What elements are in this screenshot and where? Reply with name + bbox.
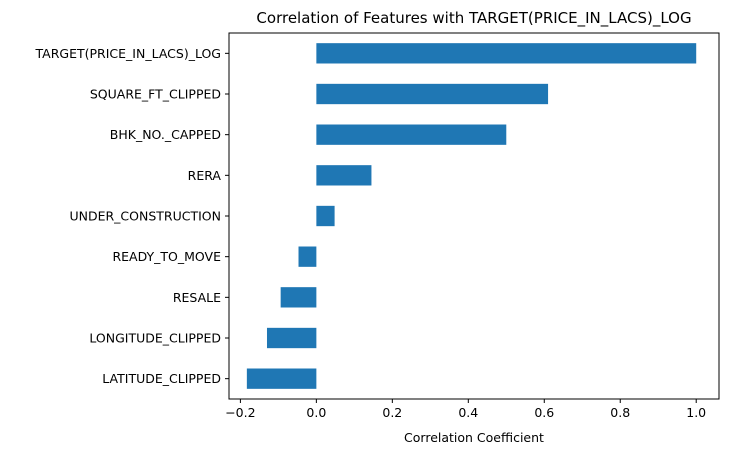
bar-bhk-no-capped bbox=[316, 124, 507, 145]
bar-under-construction bbox=[316, 205, 335, 227]
x-tick-label: 0.0 bbox=[306, 405, 326, 420]
x-tick-label: 0.6 bbox=[534, 405, 554, 420]
bar-latitude-clipped bbox=[246, 368, 317, 389]
y-axis-ticks: TARGET(PRICE_IN_LACS)_LOG SQUARE_FT_CLIPP… bbox=[35, 46, 229, 386]
y-tick-label: BHK_NO._CAPPED bbox=[110, 127, 221, 142]
bar-square-ft-clipped bbox=[316, 83, 549, 105]
y-tick-label: LATITUDE_CLIPPED bbox=[102, 371, 221, 386]
bars-group bbox=[246, 43, 697, 389]
x-tick-label: 0.4 bbox=[458, 405, 478, 420]
y-tick-label: LONGITUDE_CLIPPED bbox=[89, 331, 221, 346]
bar-target-price-in-lacs-log bbox=[316, 43, 697, 64]
x-tick-label: 0.2 bbox=[382, 405, 402, 420]
bar-resale bbox=[280, 287, 317, 308]
y-tick-label: RERA bbox=[188, 168, 222, 183]
bar-ready-to-move bbox=[298, 246, 317, 267]
x-axis-ticks: −0.2 0.0 0.2 0.4 0.6 0.8 1.0 bbox=[225, 399, 706, 420]
x-axis-label: Correlation Coefficient bbox=[404, 430, 544, 445]
bar-longitude-clipped bbox=[266, 327, 317, 349]
plot-frame bbox=[228, 32, 720, 400]
chart-title: Correlation of Features with TARGET(PRIC… bbox=[256, 9, 691, 28]
y-tick-label: RESALE bbox=[173, 290, 221, 305]
y-tick-label: READY_TO_MOVE bbox=[112, 249, 221, 264]
bar-rera bbox=[316, 165, 372, 186]
y-tick-label: UNDER_CONSTRUCTION bbox=[69, 209, 221, 224]
y-tick-label: TARGET(PRICE_IN_LACS)_LOG bbox=[35, 46, 222, 61]
x-tick-label: 1.0 bbox=[686, 405, 706, 420]
x-tick-label: −0.2 bbox=[225, 405, 255, 420]
y-tick-label: SQUARE_FT_CLIPPED bbox=[90, 87, 221, 102]
x-tick-label: 0.8 bbox=[610, 405, 630, 420]
